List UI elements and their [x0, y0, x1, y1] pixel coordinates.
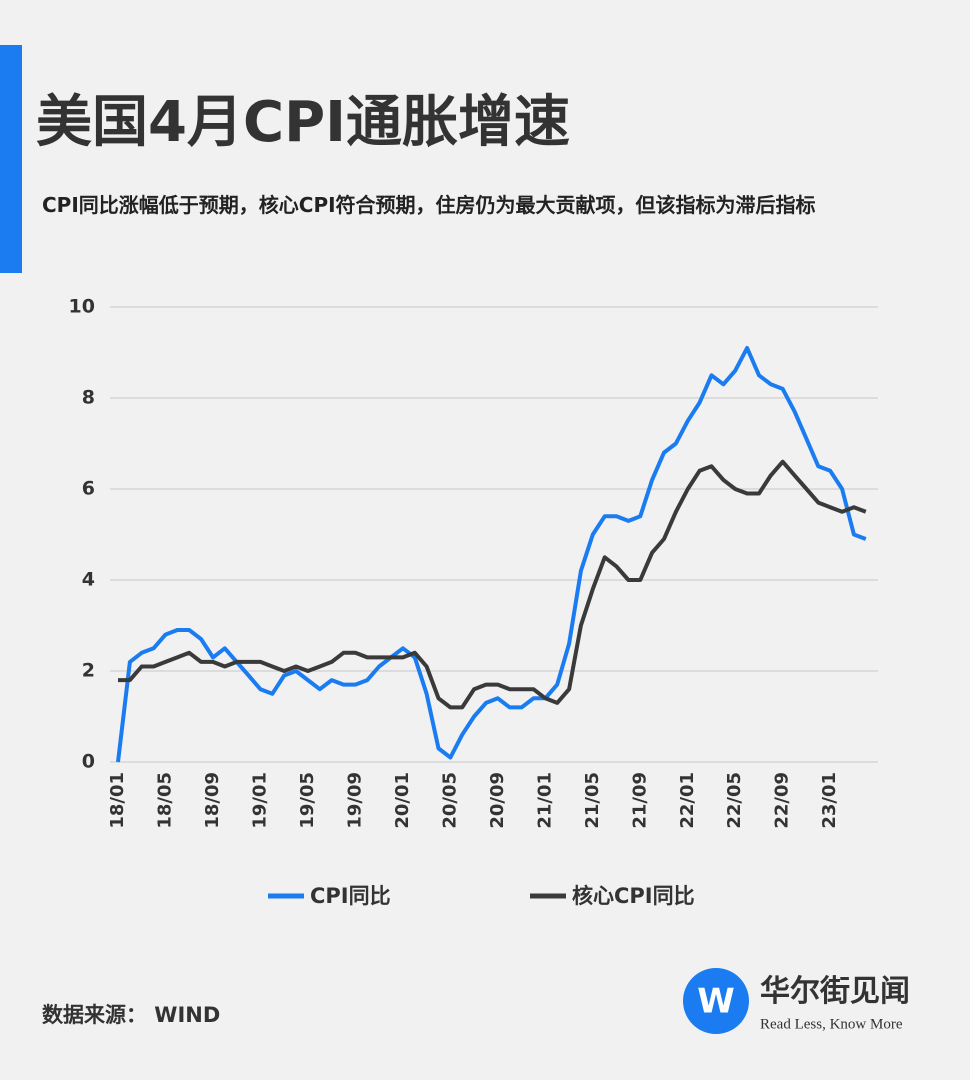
y-tick-label: 2: [82, 660, 95, 682]
chart-title: 美国4月CPI通胀增速: [36, 90, 570, 155]
x-tick-label: 23/01: [819, 772, 840, 829]
y-tick-label: 10: [69, 296, 95, 318]
logo-circle: [683, 968, 749, 1034]
series-line: [116, 346, 867, 763]
brand-slogan: Read Less, Know More: [760, 1016, 903, 1032]
legend-label: CPI同比: [310, 884, 391, 908]
logo-mark: W: [697, 982, 735, 1022]
x-tick-label: 22/05: [724, 772, 745, 829]
brand-name: 华尔街见闻: [760, 974, 910, 1009]
x-tick-label: 20/01: [392, 772, 413, 829]
y-tick-label: 6: [82, 478, 95, 500]
x-tick-label: 18/09: [202, 772, 223, 829]
chart-subtitle: CPI同比涨幅低于预期，核心CPI符合预期，住房仍为最大贡献项，但该指标为滞后指…: [42, 193, 816, 217]
legend-label: 核心CPI同比: [572, 884, 695, 908]
x-tick-label: 21/09: [629, 772, 650, 829]
y-tick-label: 0: [82, 751, 95, 773]
subtitle-box: CPI同比涨幅低于预期，核心CPI符合预期，住房仍为最大贡献项，但该指标为滞后指…: [42, 193, 816, 217]
x-tick-label: 19/01: [249, 772, 270, 829]
y-tick-label: 4: [82, 569, 95, 591]
series-line: [118, 459, 867, 710]
x-tick-label: 20/05: [439, 772, 460, 829]
x-tick-label: 22/09: [772, 772, 793, 829]
x-tick-label: 20/09: [487, 772, 508, 829]
source: 数据来源： WIND: [42, 1003, 220, 1027]
x-tick-label: 21/05: [582, 772, 603, 829]
x-tick-label: 18/01: [107, 772, 128, 829]
x-tick-label: 22/01: [677, 772, 698, 829]
x-tick-label: 21/01: [534, 772, 555, 829]
y-tick-label: 8: [82, 387, 95, 409]
x-tick-label: 18/05: [154, 772, 175, 829]
x-tick-label: 19/09: [344, 772, 365, 829]
x-tick-label: 19/05: [297, 772, 318, 829]
accent-bar: [0, 45, 22, 273]
